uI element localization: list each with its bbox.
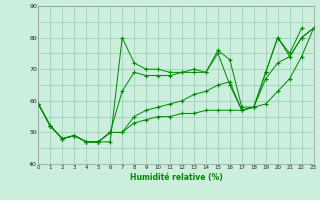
X-axis label: Humidité relative (%): Humidité relative (%) (130, 173, 222, 182)
